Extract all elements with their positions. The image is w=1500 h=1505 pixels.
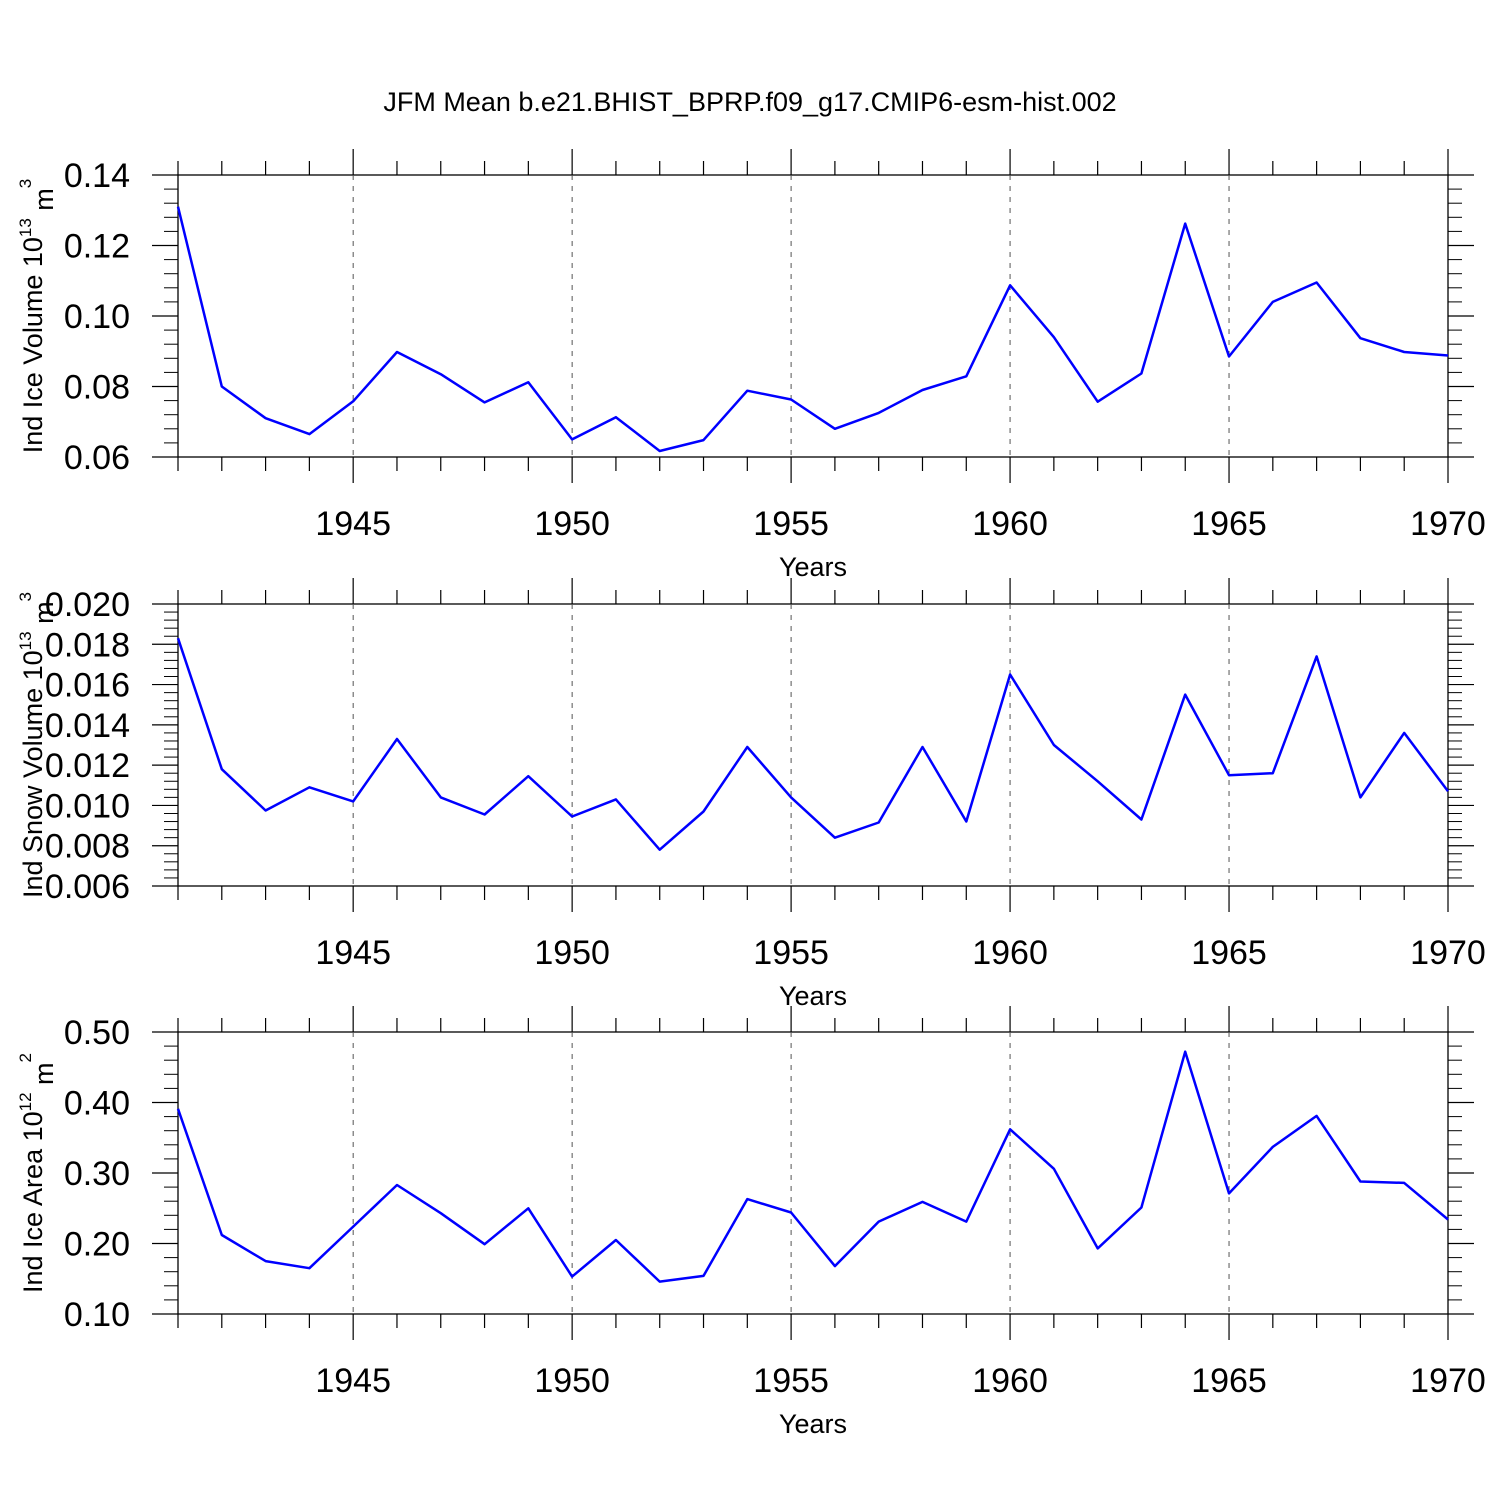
y-tick-label: 0.012 bbox=[45, 747, 130, 785]
y-axis-label-exponent: 13 bbox=[16, 631, 35, 650]
data-series-line bbox=[176, 206, 1449, 453]
x-tick-label: 1945 bbox=[315, 934, 391, 972]
y-tick-label: 0.016 bbox=[45, 667, 130, 705]
y-tick-label: 0.006 bbox=[45, 868, 130, 906]
y-axis-label-unit-exponent: 3 bbox=[16, 592, 35, 601]
y-axis-label: Ind Snow Volume 1013 m3 bbox=[16, 592, 59, 898]
x-tick-label: 1945 bbox=[315, 1362, 391, 1400]
x-tick-label: 1955 bbox=[753, 934, 829, 972]
y-tick-label: 0.12 bbox=[64, 228, 130, 266]
y-tick-label: 0.50 bbox=[64, 1014, 130, 1052]
y-tick-label: 0.10 bbox=[64, 1296, 130, 1334]
x-tick-label: 1970 bbox=[1410, 1362, 1486, 1400]
y-tick-label: 0.010 bbox=[45, 787, 130, 825]
x-tick-label: 1970 bbox=[1410, 505, 1486, 543]
x-tick-label: 1965 bbox=[1191, 934, 1267, 972]
y-axis-label: Ind Ice Area 1012 m2 bbox=[16, 1053, 59, 1293]
y-tick-label: 0.40 bbox=[64, 1085, 130, 1123]
y-tick-label: 0.20 bbox=[64, 1226, 130, 1264]
x-axis-label: Years bbox=[779, 552, 847, 582]
y-axis-label-main: Ind Ice Area 10 bbox=[18, 1111, 48, 1293]
y-axis-label-unit: m bbox=[29, 188, 59, 218]
y-tick-label: 0.10 bbox=[64, 298, 130, 336]
x-tick-label: 1945 bbox=[315, 505, 391, 543]
y-tick-label: 0.008 bbox=[45, 828, 130, 866]
y-axis-label: Ind Ice Volume 1013 m3 bbox=[16, 179, 59, 454]
x-tick-label: 1960 bbox=[972, 505, 1048, 543]
x-tick-label: 1950 bbox=[534, 934, 610, 972]
x-axis-label: Years bbox=[779, 1409, 847, 1439]
x-tick-label: 1955 bbox=[753, 505, 829, 543]
y-tick-label: 0.14 bbox=[64, 157, 130, 195]
x-tick-label: 1950 bbox=[534, 505, 610, 543]
x-axis-label: Years bbox=[779, 981, 847, 1011]
y-axis-label-unit-exponent: 2 bbox=[16, 1053, 35, 1062]
y-axis-label-unit-exponent: 3 bbox=[16, 179, 35, 188]
panel-3: 0.10 0.20 0.30 0.40 0.50 1945 1950 1955 1960 1965… bbox=[16, 1006, 1486, 1439]
x-tick-label: 1960 bbox=[972, 1362, 1048, 1400]
y-axis-label-unit: m bbox=[29, 1062, 59, 1092]
x-tick-label: 1965 bbox=[1191, 1362, 1267, 1400]
panel-1: 0.06 0.08 0.10 0.12 0.14 1945 1950 1955 1960 1965… bbox=[16, 149, 1486, 582]
y-axis-label-main: Ind Ice Volume 10 bbox=[18, 237, 48, 453]
x-tick-label: 1960 bbox=[972, 934, 1048, 972]
x-tick-label: 1955 bbox=[753, 1362, 829, 1400]
y-axis-label-main: Ind Snow Volume 10 bbox=[18, 650, 48, 898]
y-tick-label: 0.06 bbox=[64, 439, 130, 477]
panel-2: 0.0060.0080.0100.0120.0140.0160.0180.020… bbox=[16, 578, 1486, 1011]
y-tick-label: 0.020 bbox=[45, 586, 130, 624]
y-axis-label-unit: m bbox=[29, 601, 59, 631]
y-tick-label: 0.014 bbox=[45, 707, 130, 745]
y-tick-label: 0.30 bbox=[64, 1155, 130, 1193]
y-axis-label-exponent: 13 bbox=[16, 218, 35, 237]
chart-title: JFM Mean b.e21.BHIST_BPRP.f09_g17.CMIP6-… bbox=[383, 87, 1116, 117]
data-series-line bbox=[176, 637, 1449, 851]
plot-frame bbox=[177, 1031, 1449, 1315]
x-tick-label: 1950 bbox=[534, 1362, 610, 1400]
y-axis-label-exponent: 12 bbox=[16, 1092, 35, 1111]
y-tick-label: 0.018 bbox=[45, 626, 130, 664]
plot-frame bbox=[177, 603, 1449, 887]
x-tick-label: 1965 bbox=[1191, 505, 1267, 543]
y-tick-label: 0.08 bbox=[64, 369, 130, 407]
data-series-line bbox=[176, 1050, 1449, 1283]
x-tick-label: 1970 bbox=[1410, 934, 1486, 972]
